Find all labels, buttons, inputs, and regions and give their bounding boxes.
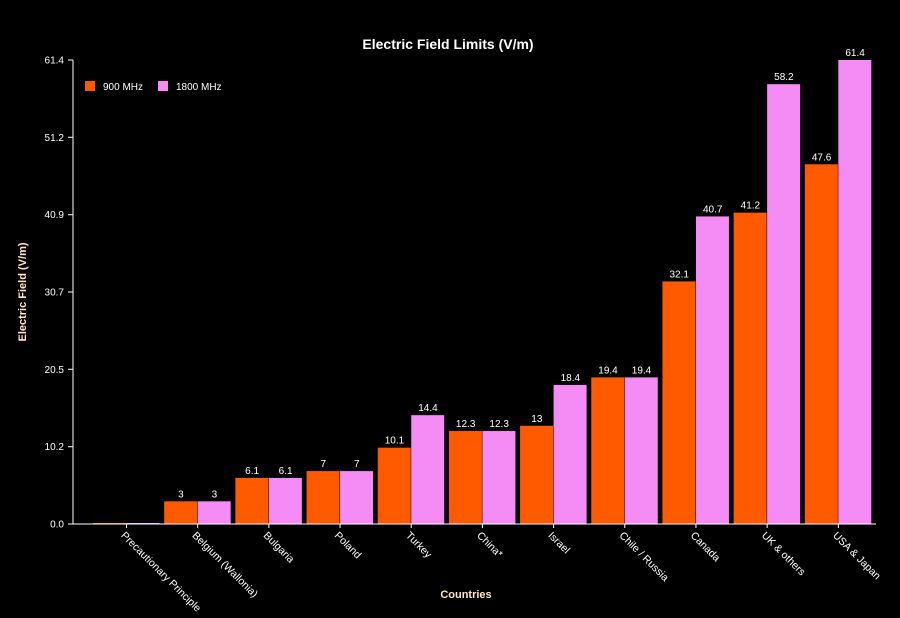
data-label: 40.7: [703, 204, 723, 215]
y-axis: 0.0 10.2 20.5 30.7 40.9 51.2 61.4: [45, 56, 74, 531]
bar-1800mhz: [624, 377, 658, 524]
legend-swatch: [85, 81, 95, 91]
data-label: 12.3: [456, 419, 476, 430]
x-tick-label: UK & others: [759, 530, 808, 579]
bar-1800mhz: [197, 501, 231, 524]
bar-1800mhz: [695, 216, 729, 524]
x-tick-label: Belgium (Wallonia): [190, 530, 261, 601]
x-tick-label: USA & Japan: [830, 530, 883, 583]
y-tick-label: 40.9: [45, 210, 65, 221]
data-labels-group: 3 3 6.1 6.1 7 7 10.1 14.4 12.3 12.3 13 18.4 19.4 19.4…: [178, 48, 865, 500]
bar-1800mhz: [411, 415, 445, 524]
bar-1800mhz: [340, 471, 374, 524]
data-label: 6.1: [245, 466, 259, 477]
chart-title: Electric Field Limits (V/m): [362, 36, 533, 52]
data-label: 18.4: [561, 373, 581, 384]
y-tick-label: 20.5: [45, 365, 65, 376]
x-tick-label: Precautionary Principle: [118, 530, 203, 615]
legend-label: 1800 MHz: [176, 82, 222, 93]
y-tick-label: 30.7: [45, 288, 65, 299]
data-label: 41.2: [741, 201, 761, 212]
data-label: 58.2: [774, 72, 794, 83]
bar-900mhz: [591, 377, 625, 524]
bar-900mhz: [733, 212, 767, 524]
bars-group: [93, 60, 872, 525]
data-label: 13: [531, 414, 543, 425]
data-label: 12.3: [489, 419, 509, 430]
data-label: 19.4: [632, 365, 652, 376]
bar-1800mhz: [482, 431, 516, 524]
y-tick-label: 0.0: [50, 520, 64, 531]
data-label: 10.1: [385, 436, 405, 447]
data-label: 47.6: [812, 152, 832, 163]
bar-900mhz: [377, 447, 411, 524]
bar-1800mhz: [767, 84, 801, 525]
bar-900mhz: [306, 471, 340, 524]
bar-1800mhz: [553, 384, 587, 524]
data-label: 32.1: [669, 269, 689, 280]
x-tick-label: Canada: [688, 530, 723, 565]
x-tick-label: Israel: [545, 530, 572, 557]
bar-900mhz: [662, 281, 696, 524]
bar-1800mhz: [268, 477, 302, 524]
data-label: 61.4: [845, 48, 865, 59]
x-tick-label: Chile / Russia: [617, 530, 671, 584]
data-label: 6.1: [279, 466, 293, 477]
data-label: 7: [321, 459, 327, 470]
data-label: 3: [178, 489, 184, 500]
bar-1800mhz: [838, 60, 872, 524]
data-label: 7: [354, 459, 360, 470]
x-axis-title: Countries: [440, 589, 491, 601]
bar-900mhz: [520, 425, 554, 524]
data-label: 14.4: [418, 403, 438, 414]
bar-900mhz: [235, 477, 269, 524]
bar-900mhz: [804, 164, 838, 524]
bar-900mhz: [164, 501, 198, 524]
x-tick-label: China*: [474, 530, 505, 561]
y-tick-label: 61.4: [45, 56, 65, 67]
legend: 900 MHz 1800 MHz: [85, 81, 222, 93]
legend-swatch: [158, 81, 168, 91]
x-tick-label: Bulgaria: [261, 530, 297, 566]
data-label: 3: [212, 489, 218, 500]
data-label: 19.4: [598, 365, 618, 376]
y-tick-label: 51.2: [45, 133, 65, 144]
legend-label: 900 MHz: [103, 82, 143, 93]
y-tick-label: 10.2: [45, 442, 65, 453]
y-axis-title: Electric Field (V/m): [17, 242, 29, 341]
x-tick-label: Turkey: [403, 530, 434, 561]
x-tick-label: Poland: [332, 530, 364, 562]
bar-900mhz: [448, 431, 482, 524]
